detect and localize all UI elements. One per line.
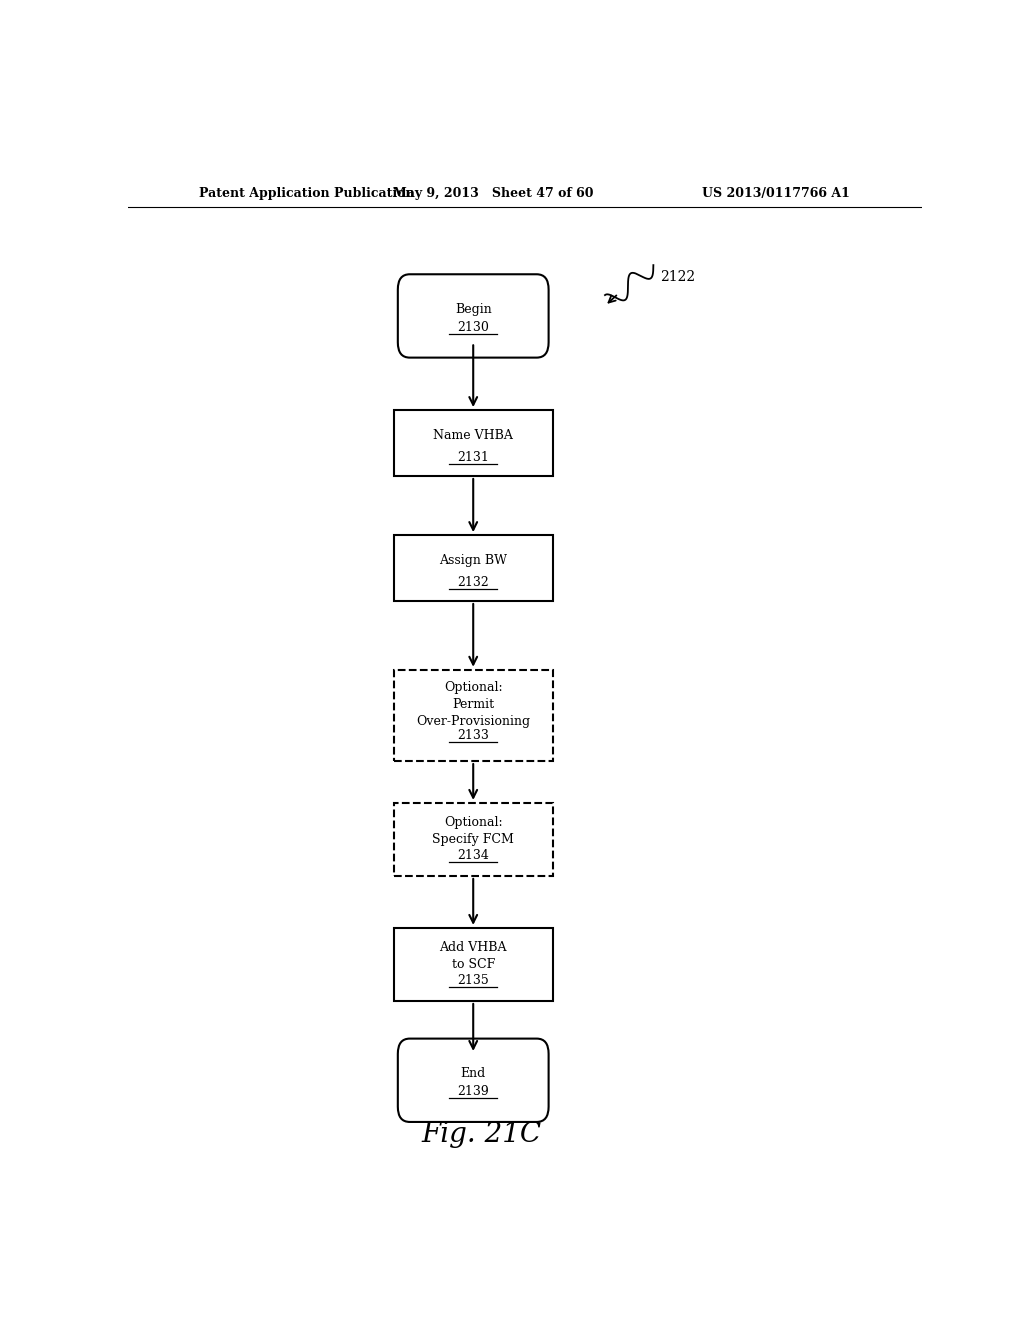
FancyBboxPatch shape [397,1039,549,1122]
Text: 2135: 2135 [458,974,489,987]
Text: 2131: 2131 [458,451,489,465]
Text: Name VHBA: Name VHBA [433,429,513,442]
Text: Patent Application Publication: Patent Application Publication [200,187,415,201]
Text: Assign BW: Assign BW [439,553,507,566]
Text: 2139: 2139 [458,1085,489,1098]
Text: Optional:
Permit
Over-Provisioning: Optional: Permit Over-Provisioning [416,681,530,727]
Text: US 2013/0117766 A1: US 2013/0117766 A1 [702,187,850,201]
Text: End: End [461,1068,485,1081]
FancyBboxPatch shape [397,275,549,358]
Text: 2122: 2122 [659,271,695,284]
Bar [394,803,553,876]
Bar [394,669,553,762]
Bar [394,411,553,477]
Text: 2130: 2130 [458,321,489,334]
Bar [394,928,553,1001]
Text: Begin: Begin [455,304,492,315]
Text: Add VHBA
to SCF: Add VHBA to SCF [439,941,507,970]
Text: Optional:
Specify FCM: Optional: Specify FCM [432,816,514,846]
Text: 2134: 2134 [458,849,489,862]
Text: Fig. 21C: Fig. 21C [422,1121,542,1147]
Text: 2133: 2133 [458,729,489,742]
Bar [394,535,553,601]
Text: May 9, 2013   Sheet 47 of 60: May 9, 2013 Sheet 47 of 60 [393,187,593,201]
Text: 2132: 2132 [458,576,489,589]
